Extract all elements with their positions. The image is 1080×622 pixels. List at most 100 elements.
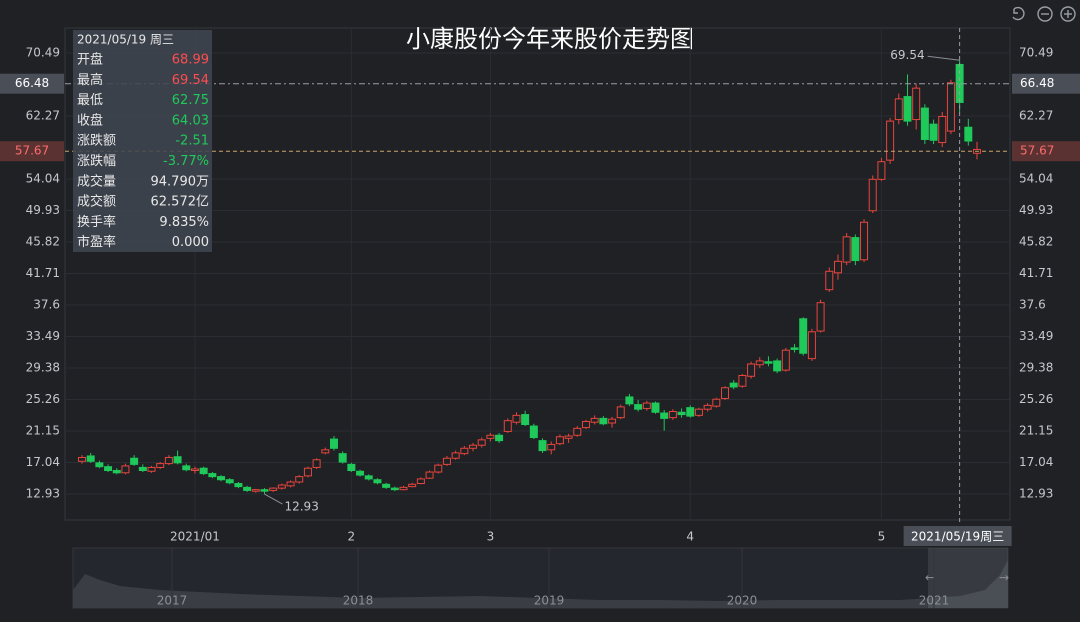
tooltip-label: 收盘 bbox=[77, 112, 103, 128]
candle-body bbox=[104, 466, 113, 472]
candle-body bbox=[747, 363, 756, 377]
candle-body bbox=[382, 483, 391, 488]
navigator[interactable]: ← → 2017 2018 2019 2020 2021 bbox=[72, 547, 1009, 609]
y-tick-label: 29.38 bbox=[1019, 360, 1053, 374]
y-tick-label: 25.26 bbox=[26, 392, 60, 406]
candle-body bbox=[642, 402, 651, 409]
candle-body bbox=[156, 463, 165, 468]
navigator-area bbox=[73, 560, 1008, 608]
candle-body bbox=[555, 436, 564, 445]
crosshair-y-label: 57.67 bbox=[1020, 144, 1054, 158]
candle-body bbox=[321, 449, 330, 454]
candle-body bbox=[95, 462, 104, 468]
tooltip-label: 市盈率 bbox=[77, 234, 116, 250]
crosshair-y-box bbox=[0, 141, 64, 162]
candle-body bbox=[547, 443, 556, 451]
x-tick-label: 3 bbox=[487, 530, 495, 544]
tooltip-value: -3.77% bbox=[163, 154, 209, 169]
y-tick-label: 49.93 bbox=[26, 203, 60, 217]
tooltip-value: 94.790万 bbox=[151, 174, 210, 189]
crosshair-y-box bbox=[0, 73, 64, 94]
annotation-leader bbox=[927, 55, 960, 61]
crosshair-x-box bbox=[903, 526, 1012, 546]
candle-body bbox=[199, 467, 208, 475]
crosshair-y-box bbox=[1012, 73, 1080, 94]
candle-body bbox=[78, 456, 86, 462]
candle-body bbox=[425, 471, 434, 479]
candle-body bbox=[312, 459, 321, 468]
tooltip-label: 涨跌幅 bbox=[77, 153, 116, 169]
y-tick-label: 62.27 bbox=[1019, 108, 1053, 122]
x-tick-label: 4 bbox=[686, 530, 694, 544]
y-tick-label: 17.04 bbox=[1019, 455, 1053, 469]
y-tick-label: 45.82 bbox=[26, 235, 60, 249]
y-tick-label: 29.38 bbox=[26, 360, 60, 374]
tooltip-value: 62.572亿 bbox=[151, 195, 210, 210]
candle-body bbox=[608, 418, 617, 424]
x-tick-label: 2 bbox=[348, 530, 356, 544]
candle-body bbox=[651, 402, 660, 413]
candle-body bbox=[286, 481, 295, 487]
navigator-window[interactable] bbox=[928, 548, 1008, 608]
navigator-year: 2019 bbox=[534, 594, 565, 608]
candle-body bbox=[234, 483, 243, 488]
candle-body bbox=[347, 463, 356, 472]
y-tick-label: 54.04 bbox=[26, 172, 60, 186]
toolbar[interactable] bbox=[1012, 6, 1076, 22]
candle-body bbox=[946, 82, 955, 132]
candle-body bbox=[538, 440, 547, 452]
candle-body bbox=[781, 349, 790, 371]
x-tick-label: 5 bbox=[878, 530, 886, 544]
candle-body bbox=[495, 434, 504, 442]
navigator-handle[interactable]: → bbox=[999, 571, 1009, 585]
candle-body bbox=[512, 414, 521, 423]
candle-body bbox=[573, 427, 582, 436]
navigator-handle[interactable]: ← bbox=[925, 571, 935, 585]
candle-body bbox=[503, 420, 512, 432]
navigator-year: 2018 bbox=[343, 594, 374, 608]
candle-body bbox=[712, 398, 721, 407]
y-tick-label: 70.49 bbox=[26, 45, 60, 59]
candle-body bbox=[738, 374, 747, 387]
candle-body bbox=[434, 464, 443, 473]
tooltip-label: 涨跌额 bbox=[77, 133, 116, 149]
candle-body bbox=[564, 435, 573, 439]
candle-body bbox=[269, 487, 278, 491]
crosshair-y-label: 57.67 bbox=[15, 144, 49, 158]
candle-body bbox=[790, 347, 799, 350]
tooltip-label: 最低 bbox=[77, 93, 103, 108]
y-tick-label: 45.82 bbox=[1019, 235, 1053, 249]
tooltip-label: 开盘 bbox=[77, 52, 103, 68]
candle-body bbox=[581, 420, 590, 429]
crosshair-y-label: 66.48 bbox=[15, 76, 49, 90]
candle-body bbox=[164, 456, 173, 465]
crosshair-y-label: 66.48 bbox=[1020, 76, 1054, 90]
tooltip-value: -2.51 bbox=[175, 134, 209, 149]
y-tick-label: 41.71 bbox=[1019, 266, 1053, 280]
candle-body bbox=[477, 439, 486, 446]
candle-body bbox=[860, 221, 869, 261]
candle-body bbox=[390, 487, 399, 491]
candle-body bbox=[729, 382, 738, 388]
tooltip-box bbox=[73, 30, 212, 252]
candle-body bbox=[303, 467, 312, 477]
candle-body bbox=[451, 452, 460, 459]
reset-icon[interactable] bbox=[1012, 6, 1025, 21]
tooltip-value: 0.000 bbox=[172, 235, 209, 250]
zoom-out-icon[interactable] bbox=[1037, 6, 1053, 22]
candle-body bbox=[373, 479, 382, 484]
y-tick-label: 37.6 bbox=[33, 297, 60, 311]
candle-body bbox=[356, 470, 365, 476]
candle-body bbox=[251, 489, 260, 492]
candle-body bbox=[668, 411, 677, 419]
candle-body bbox=[686, 407, 695, 417]
candle-body bbox=[938, 116, 947, 144]
candle-body bbox=[190, 468, 199, 472]
candle-body bbox=[260, 489, 269, 492]
candle-body bbox=[721, 387, 730, 399]
navigator-year: 2020 bbox=[727, 594, 758, 608]
tooltip-value: 64.03 bbox=[172, 113, 209, 128]
zoom-in-icon[interactable] bbox=[1060, 6, 1076, 22]
